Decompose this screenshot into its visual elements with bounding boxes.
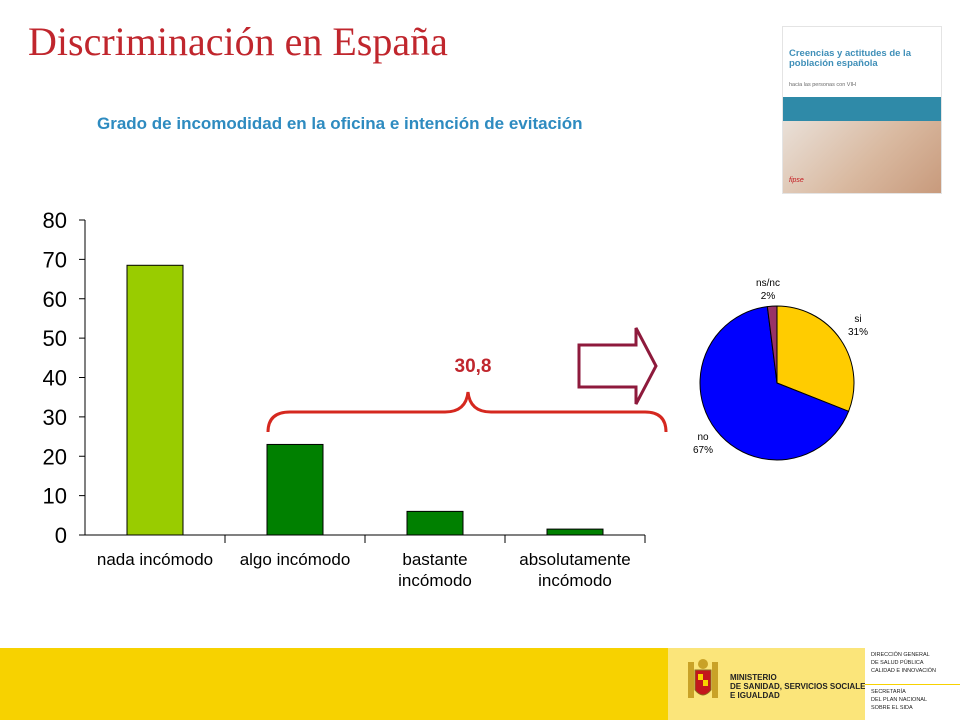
pie-value-label: 31%: [848, 327, 868, 338]
secretariat-line-1: SECRETARÍA: [871, 689, 906, 695]
pie-slice-1: [699, 306, 850, 461]
y-tick-label: 70: [43, 247, 67, 272]
bar-3: [546, 528, 604, 536]
y-tick-label: 50: [43, 326, 67, 351]
secretariat-name: SECRETARÍA DEL PLAN NACIONAL SOBRE EL SI…: [871, 688, 927, 712]
y-tick-label: 40: [43, 366, 67, 391]
y-tick-label: 10: [43, 484, 67, 509]
pie-label: si: [854, 314, 861, 325]
report-cover-image: Creencias y actitudes de la población es…: [782, 26, 942, 194]
grouping-brace: [266, 391, 668, 433]
cover-subtitle: hacia las personas con VIH: [789, 82, 856, 88]
x-category-label: absolutamente: [519, 550, 631, 569]
y-tick-label: 30: [43, 405, 67, 430]
direction-line-3: CALIDAD E INNOVACIÓN: [871, 668, 936, 674]
coat-of-arms-icon: [688, 659, 718, 698]
y-tick-label: 20: [43, 444, 67, 469]
ministry-line-2: DE SANIDAD, SERVICIOS SOCIALES: [730, 682, 871, 691]
chart-title: Grado de incomodidad en la oficina e int…: [97, 114, 583, 133]
y-tick-label: 0: [55, 523, 67, 548]
bar-1: [266, 443, 324, 536]
secretariat-line-2: DEL PLAN NACIONAL: [871, 697, 928, 703]
ministry-panel: [668, 648, 865, 720]
x-category-label: incómodo: [398, 571, 472, 590]
pie-label: ns/nc: [756, 278, 780, 289]
x-category-label: nada incómodo: [97, 550, 213, 569]
secretariat-line-3: SOBRE EL SIDA: [871, 705, 913, 711]
bar-0: [126, 264, 184, 536]
brace-annotation-label: 30,8: [455, 356, 492, 377]
cover-band: [783, 97, 941, 121]
cover-logo: fipse: [789, 177, 804, 184]
x-category-label: incómodo: [538, 571, 612, 590]
ministry-line-1: MINISTERIO: [730, 673, 777, 682]
direction-name: DIRECCIÓN GENERAL DE SALUD PÚBLICA CALID…: [871, 651, 936, 675]
chart-canvas: 0 10 20 30 40 50 60 70 80 nada incómodo algo incóm…: [43, 208, 869, 590]
pie-value-label: 67%: [693, 445, 713, 456]
y-tick-label: 80: [43, 208, 67, 233]
cover-hands-photo: [783, 121, 941, 193]
right-arrow-icon: [577, 327, 658, 405]
cover-title: Creencias y actitudes de la población es…: [789, 48, 911, 69]
pie-slice-2: [766, 305, 778, 384]
x-category-label: algo incómodo: [240, 550, 351, 569]
pie-value-label: 2%: [761, 291, 776, 302]
pie-slice-0: [776, 305, 855, 412]
x-category-label: bastante: [402, 550, 467, 569]
direction-line-1: DIRECCIÓN GENERAL: [871, 652, 930, 658]
y-tick-label: 60: [43, 287, 67, 312]
ministry-name: MINISTERIO DE SANIDAD, SERVICIOS SOCIALE…: [730, 673, 871, 700]
pie-label: no: [697, 432, 709, 443]
slide-title: Discriminación en España: [28, 19, 448, 64]
direction-line-2: DE SALUD PÚBLICA: [871, 660, 924, 666]
bar-2: [406, 510, 464, 536]
ministry-line-3: E IGUALDAD: [730, 691, 780, 700]
direction-divider: [865, 684, 960, 685]
